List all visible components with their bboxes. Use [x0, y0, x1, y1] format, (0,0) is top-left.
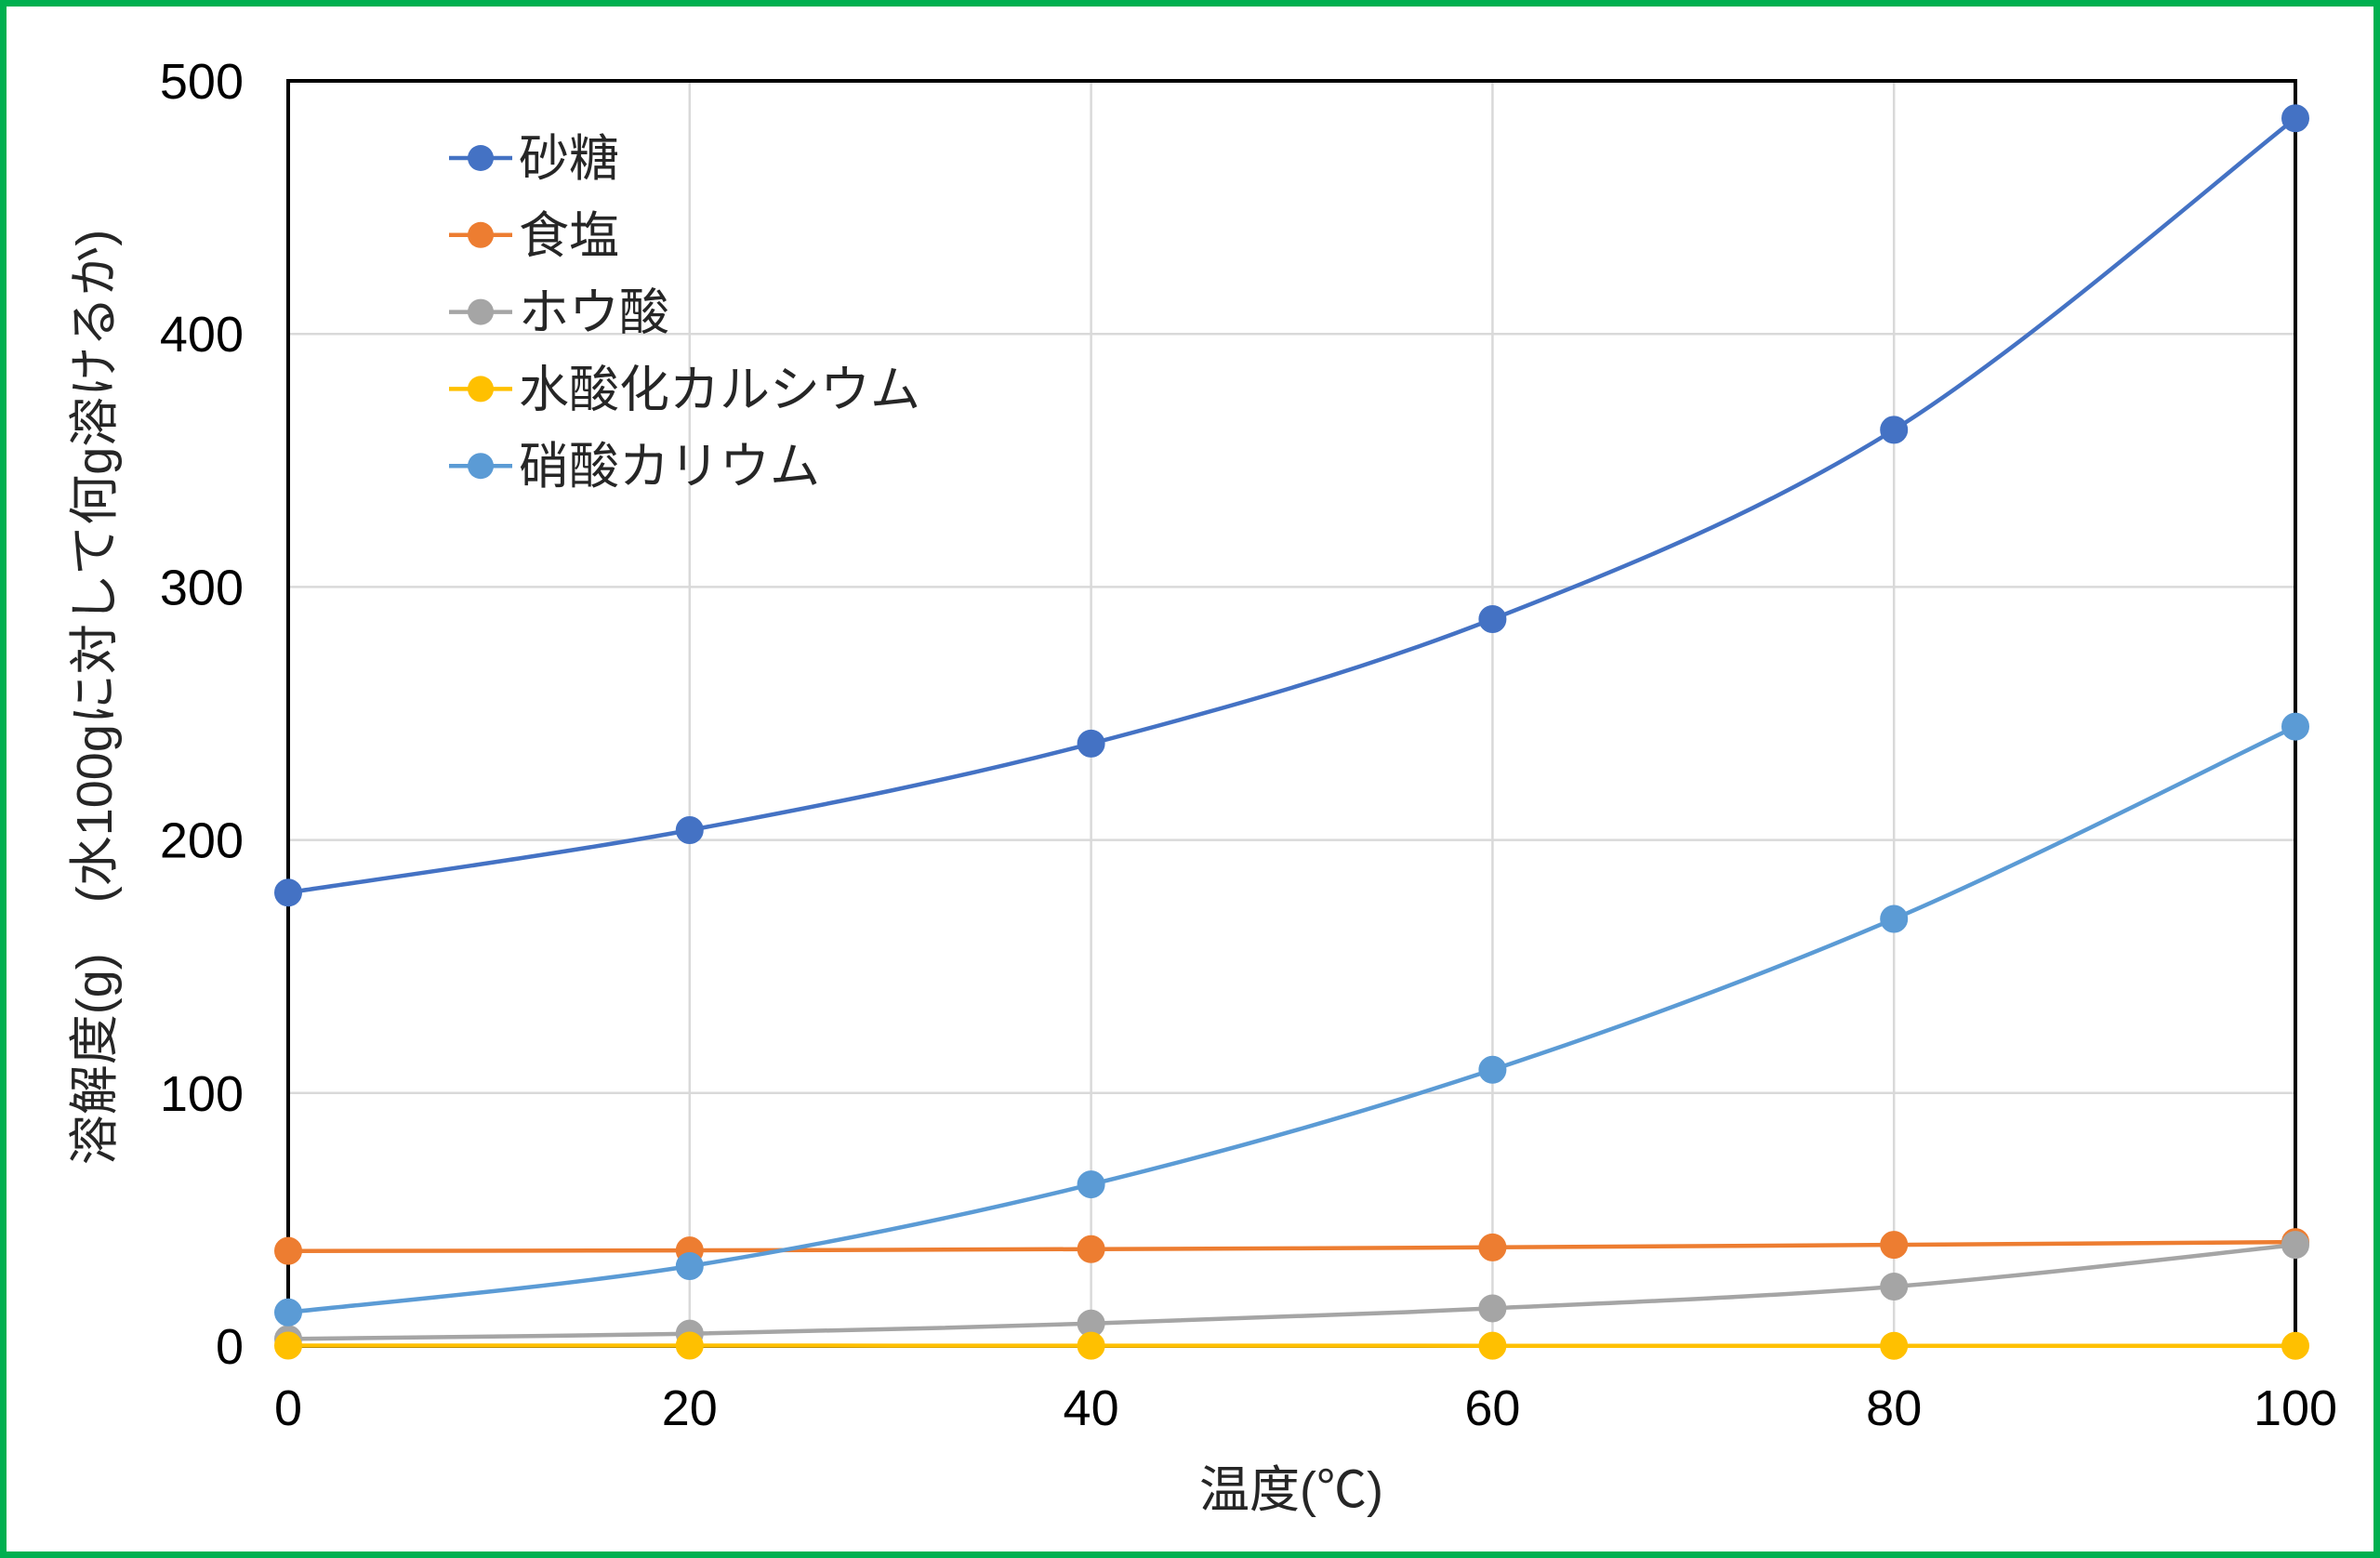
legend-item-salt: 食塩 — [449, 208, 619, 264]
y-tick-label: 500 — [160, 54, 244, 110]
legend-marker-sugar — [468, 145, 494, 171]
legend-label-salt: 食塩 — [519, 208, 619, 264]
data-series — [274, 104, 2309, 1360]
series-line-potassium-nitrate — [285, 724, 2298, 1315]
y-tick-label: 200 — [160, 813, 244, 869]
legend-label-potassium-nitrate: 硝酸カリウム — [519, 439, 820, 495]
data-point-potassium-nitrate — [675, 1251, 704, 1280]
series-calcium-hydroxide — [274, 1331, 2309, 1360]
legend-marker-salt — [468, 221, 494, 248]
legend-marker-boric-acid — [468, 298, 494, 325]
legend-item-sugar: 砂糖 — [449, 131, 619, 187]
legend-item-boric-acid: ホウ酸 — [449, 285, 669, 341]
data-point-salt — [1077, 1235, 1105, 1263]
data-point-boric-acid — [1880, 1273, 1909, 1301]
data-point-potassium-nitrate — [1478, 1055, 1507, 1084]
plot-area — [286, 79, 2297, 1348]
y-tick-label: 400 — [160, 307, 244, 363]
data-point-potassium-nitrate — [1880, 904, 1909, 933]
x-axis-title: 温度(℃) — [1199, 1462, 1383, 1518]
data-point-sugar — [675, 815, 704, 844]
legend-label-calcium-hydroxide: 水酸化カルシウム — [519, 362, 920, 417]
data-point-salt — [274, 1236, 302, 1265]
series-line-boric-acid — [285, 1242, 2298, 1341]
data-point-calcium-hydroxide — [1077, 1331, 1105, 1360]
legend-item-calcium-hydroxide: 水酸化カルシウム — [449, 362, 920, 417]
axis-tick-labels: 0 20 40 60 80 100 0 100 200 300 400 500 — [160, 54, 2337, 1436]
series-salt — [274, 1228, 2309, 1265]
x-tick-label: 0 — [274, 1380, 302, 1436]
x-tick-label: 20 — [662, 1380, 718, 1436]
data-point-calcium-hydroxide — [1478, 1331, 1507, 1360]
series-sugar — [274, 104, 2309, 907]
y-tick-label: 0 — [216, 1319, 244, 1375]
x-tick-label: 40 — [1064, 1380, 1119, 1436]
x-tick-label: 80 — [1866, 1380, 1922, 1436]
data-point-salt — [1478, 1233, 1507, 1261]
series-line-salt — [285, 1239, 2298, 1253]
series-boric-acid — [274, 1231, 2309, 1353]
data-point-calcium-hydroxide — [2281, 1331, 2309, 1360]
legend-marker-potassium-nitrate — [468, 453, 494, 480]
y-tick-label: 300 — [160, 560, 244, 615]
y-axis-title: 溶解度(g) (水100gに対して何g溶けるか) — [67, 230, 123, 1166]
data-point-sugar — [1880, 416, 1909, 444]
data-point-potassium-nitrate — [274, 1298, 302, 1327]
data-point-boric-acid — [2281, 1231, 2309, 1260]
series-potassium-nitrate — [274, 712, 2309, 1327]
x-tick-label: 60 — [1464, 1380, 1520, 1436]
series-line-sugar — [285, 116, 2298, 895]
data-point-calcium-hydroxide — [1880, 1331, 1909, 1360]
data-point-potassium-nitrate — [1077, 1170, 1105, 1199]
data-point-salt — [1880, 1231, 1909, 1260]
legend-label-boric-acid: ホウ酸 — [519, 285, 669, 341]
legend-marker-calcium-hydroxide — [468, 376, 494, 403]
data-point-calcium-hydroxide — [274, 1331, 302, 1360]
legend-label-sugar: 砂糖 — [519, 131, 619, 187]
data-point-boric-acid — [1478, 1294, 1507, 1323]
legend-item-potassium-nitrate: 硝酸カリウム — [449, 439, 820, 495]
data-point-calcium-hydroxide — [675, 1331, 704, 1360]
data-point-sugar — [1478, 604, 1507, 633]
data-point-sugar — [2281, 104, 2309, 133]
y-tick-label: 100 — [160, 1066, 244, 1122]
plot-area-border — [286, 79, 2297, 1348]
data-point-sugar — [274, 878, 302, 907]
data-point-potassium-nitrate — [2281, 712, 2309, 741]
data-point-sugar — [1077, 729, 1105, 758]
x-tick-label: 100 — [2254, 1380, 2337, 1436]
